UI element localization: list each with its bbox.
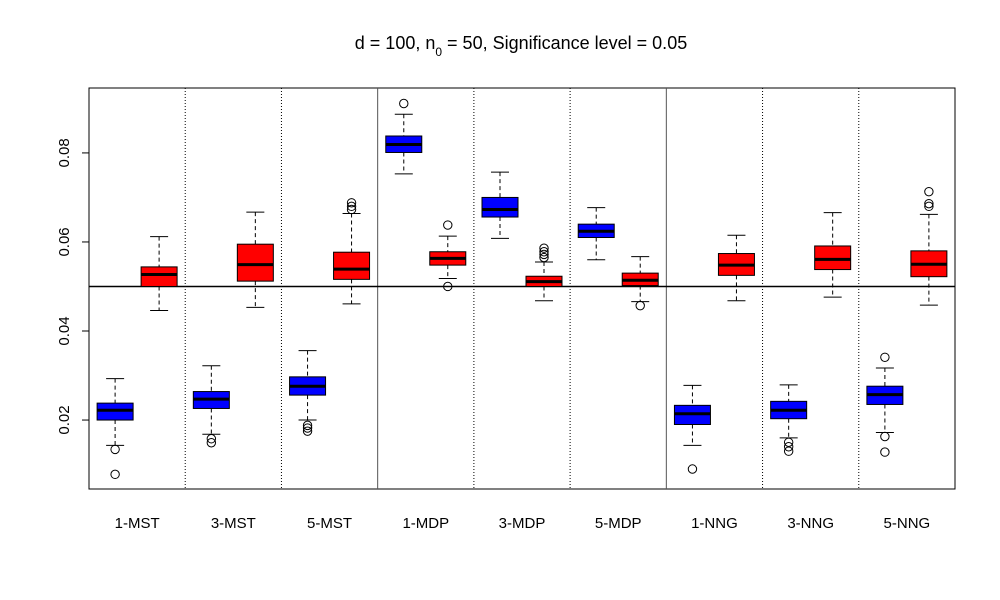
outlier-point xyxy=(880,352,890,362)
outlier-point xyxy=(346,198,357,208)
x-tick-label: 3-NNG xyxy=(787,515,834,532)
x-tick-label: 3-MDP xyxy=(499,515,546,532)
outlier-point xyxy=(443,220,453,230)
outlier-point xyxy=(539,249,549,260)
x-tick-label: 5-MDP xyxy=(595,515,642,532)
y-tick-label: 0.04 xyxy=(56,316,73,345)
plot-area: 0.02 0.04 0.06 0.08 1-MST 3-MST 5-MST 1-MDP 3-MD… xyxy=(56,87,956,532)
chart-title-suffix: = 50, Significance level = 0.05 xyxy=(442,33,687,53)
outlier-point xyxy=(924,201,934,212)
box xyxy=(814,245,852,271)
chart-title: d = 100, n0 = 50, Significance level = 0… xyxy=(355,33,687,59)
outlier-point xyxy=(346,201,357,212)
outlier-point xyxy=(399,98,409,109)
outlier-point xyxy=(687,464,698,474)
outlier-point xyxy=(110,444,120,455)
box xyxy=(481,196,519,218)
outlier-point xyxy=(302,423,313,433)
outlier-point xyxy=(924,186,934,197)
box-group xyxy=(96,236,178,480)
outlier-point xyxy=(783,442,794,452)
outlier-point xyxy=(302,426,313,436)
x-tick-label: 5-MST xyxy=(307,515,352,532)
outlier-point xyxy=(539,252,549,263)
box xyxy=(333,251,371,280)
outlier-point xyxy=(110,469,120,480)
outlier-point xyxy=(880,447,890,457)
box-group xyxy=(385,98,467,292)
outlier-point xyxy=(635,300,645,311)
y-tick-label: 0.08 xyxy=(56,138,73,167)
x-tick-label: 1-MST xyxy=(115,515,160,532)
plot-frame xyxy=(88,87,956,490)
outlier-point xyxy=(443,281,453,292)
box-group xyxy=(481,171,563,302)
box-group xyxy=(289,198,371,436)
outlier-point xyxy=(924,198,934,209)
outlier-point xyxy=(206,438,217,448)
box-group xyxy=(866,186,948,457)
outlier-point xyxy=(539,247,549,257)
outlier-point xyxy=(206,434,217,444)
box-group xyxy=(673,234,755,474)
x-tick-label: 5-NNG xyxy=(884,515,931,532)
x-tick-label: 1-MDP xyxy=(402,515,449,532)
y-tick-label: 0.06 xyxy=(56,227,73,256)
x-tick-label: 3-MST xyxy=(211,515,256,532)
box xyxy=(236,243,274,282)
box xyxy=(140,266,178,287)
x-tick-label: 1-NNG xyxy=(691,515,738,532)
outlier-point xyxy=(880,431,890,442)
chart-title-prefix: d = 100, n xyxy=(355,33,436,53)
outlier-point xyxy=(783,437,794,447)
outlier-point xyxy=(539,243,549,253)
box-group xyxy=(770,212,852,456)
y-tick-label: 0.02 xyxy=(56,405,73,434)
outlier-point xyxy=(783,446,794,456)
box-group xyxy=(577,207,659,311)
chart-title-subscript: 0 xyxy=(435,45,442,59)
outlier-point xyxy=(346,204,357,215)
box-group xyxy=(192,211,274,448)
outlier-point xyxy=(302,420,313,431)
